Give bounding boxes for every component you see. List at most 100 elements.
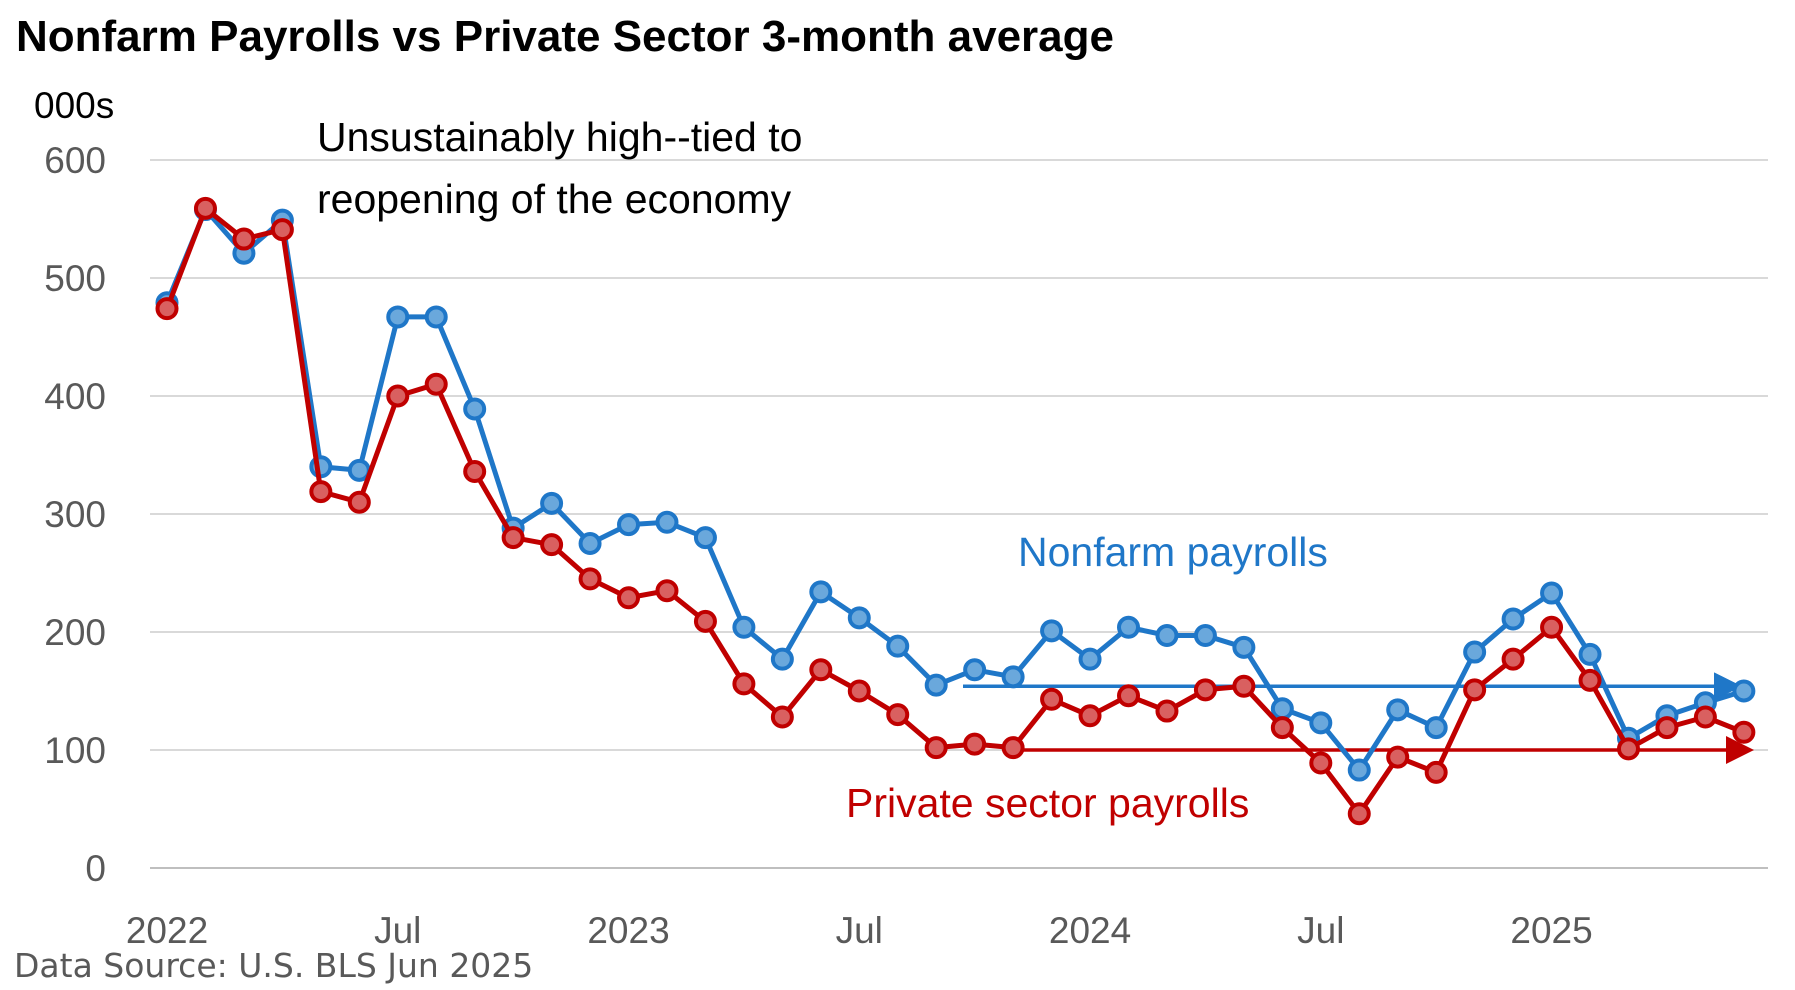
data-point [963, 732, 987, 756]
x-tick-label: Jul [374, 910, 421, 951]
y-tick-label: 100 [44, 730, 106, 771]
x-tick-label: Jul [1297, 910, 1344, 951]
data-point [617, 513, 641, 537]
data-point [924, 736, 948, 760]
data-point [1386, 698, 1410, 722]
data-point [1309, 711, 1333, 735]
chart-title: Nonfarm Payrolls vs Private Sector 3-mon… [16, 12, 1114, 61]
data-point [1655, 716, 1679, 740]
data-point [1578, 668, 1602, 692]
data-point [1117, 684, 1140, 708]
data-point [463, 397, 487, 421]
data-point [693, 526, 717, 550]
series-nonfarm [155, 198, 1756, 782]
data-point [193, 196, 217, 220]
data-point [1463, 640, 1487, 664]
data-point [1078, 704, 1102, 728]
data-point [963, 658, 987, 682]
series-layer [155, 196, 1756, 826]
data-point [1040, 619, 1064, 643]
data-point [770, 647, 794, 671]
data-point [386, 305, 410, 329]
data-point [924, 673, 948, 697]
data-point [1616, 737, 1640, 761]
data-point [463, 460, 487, 484]
data-point [1155, 699, 1179, 723]
nonfarm-series-label: Nonfarm payrolls [1018, 529, 1328, 575]
data-point [655, 510, 679, 534]
data-point [847, 606, 871, 630]
data-point [347, 490, 371, 514]
data-point [578, 567, 602, 591]
data-point [809, 580, 833, 604]
data-point [1578, 642, 1602, 666]
data-point [1732, 720, 1756, 744]
data-point [770, 705, 794, 729]
data-point [693, 609, 717, 633]
data-point [886, 634, 910, 658]
y-tick-label: 0 [85, 848, 106, 889]
x-tick-label: 2024 [1049, 910, 1131, 951]
y-tick-label: 600 [44, 140, 106, 181]
data-point [1386, 745, 1410, 769]
y-tick-label: 400 [44, 376, 106, 417]
data-point [1078, 647, 1102, 671]
data-point [155, 297, 179, 321]
data-point [1040, 687, 1064, 711]
data-point [424, 305, 448, 329]
x-tick-label: 2023 [587, 910, 669, 951]
data-point [1309, 751, 1333, 775]
data-point [1193, 624, 1217, 648]
data-point [501, 526, 525, 550]
y-tick-label: 300 [44, 494, 106, 535]
y-tick-label: 200 [44, 612, 106, 653]
data-point [270, 218, 294, 242]
data-point [655, 579, 679, 603]
data-point [1693, 705, 1717, 729]
data-point [540, 533, 564, 557]
data-point [1270, 697, 1294, 721]
x-tick-label: 2022 [126, 910, 208, 951]
data-point [578, 532, 602, 555]
y-tick-label: 500 [44, 258, 106, 299]
data-point [386, 384, 410, 408]
series-private [155, 196, 1756, 826]
data-point [1732, 679, 1756, 703]
series-line [164, 205, 1745, 817]
data-point [732, 672, 756, 696]
data-point [1540, 581, 1564, 605]
data-point [1232, 674, 1256, 698]
gridlines [150, 159, 1768, 869]
data-point [1001, 665, 1025, 689]
y-axis-ticks: 0 100 200 300 400 500 600 [44, 140, 106, 889]
annotation-note-line2: reopening of the economy [317, 176, 792, 222]
data-point [1155, 624, 1179, 648]
data-point [1424, 716, 1448, 740]
x-tick-label: Jul [836, 910, 883, 951]
data-point [1347, 758, 1371, 782]
data-point [309, 480, 333, 504]
x-axis-ticks: 2022 Jul 2023 Jul 2024 Jul 2025 [126, 910, 1593, 951]
x-tick-label: 2025 [1510, 910, 1592, 951]
data-point [1463, 678, 1487, 702]
y-axis-unit-label: 000s [34, 85, 114, 126]
data-point [732, 615, 756, 639]
data-point [1424, 760, 1448, 784]
data-point [617, 586, 641, 610]
data-point [424, 372, 448, 396]
private-series-label: Private sector payrolls [846, 780, 1249, 826]
data-point [1540, 615, 1564, 639]
data-point [1193, 678, 1217, 702]
data-point [1232, 635, 1256, 659]
data-source-note: Data Source: U.S. BLS Jun 2025 [14, 946, 534, 985]
data-point [886, 703, 910, 727]
data-point [1501, 607, 1525, 631]
data-point [1001, 736, 1025, 760]
data-point [809, 658, 833, 682]
data-point [1270, 716, 1294, 740]
data-point [1347, 802, 1371, 826]
data-point [1501, 647, 1525, 671]
data-point [847, 679, 871, 703]
data-point [540, 491, 564, 515]
